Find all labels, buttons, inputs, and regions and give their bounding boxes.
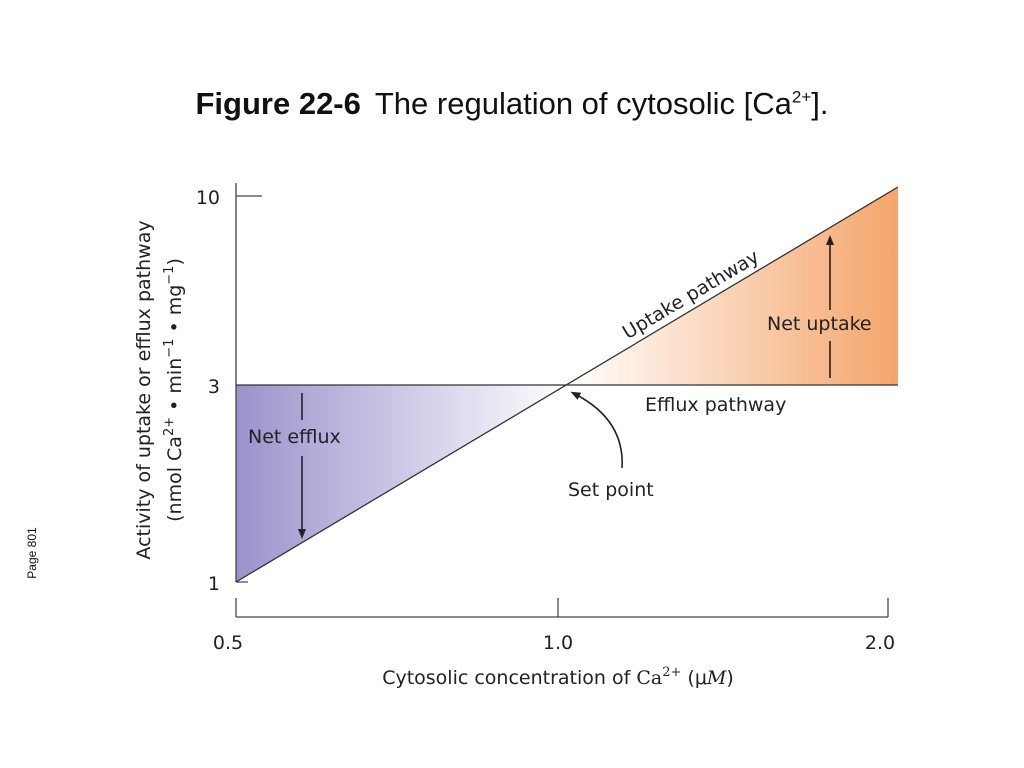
y-label2-mid: • min	[164, 358, 186, 417]
x-axis-label-unit-close: )	[726, 667, 733, 689]
y-axis-label-line2: (nmol Ca2+ • min−1 • mg−1)	[162, 258, 186, 522]
title-ion-charge: 2+	[791, 87, 812, 107]
title-ion-prefix: [Ca	[743, 86, 792, 121]
y-tick-label-3: 3	[208, 376, 220, 398]
y-label2-sup3: −1	[162, 266, 177, 285]
y-label2-suffix: )	[164, 258, 186, 265]
set-point-arrow	[570, 391, 623, 469]
efflux-pathway-label: Efflux pathway	[645, 394, 786, 416]
x-axis-label-ion: Ca	[636, 667, 662, 689]
y-label2-sup1: 2+	[162, 417, 177, 436]
x-axis-label-unit-open: (μ	[681, 667, 707, 689]
y-tick-label-1: 1	[208, 573, 220, 595]
y-label2-prefix: (nmol Ca	[164, 436, 186, 522]
x-axis-label-unit-m: M	[706, 667, 727, 689]
set-point-label: Set point	[568, 479, 654, 501]
x-axis-label: Cytosolic concentration of Ca2+ (μM)	[382, 665, 734, 689]
x-tick-label-0.5: 0.5	[213, 632, 243, 654]
x-axis-label-prefix: Cytosolic concentration of	[382, 667, 636, 689]
net-uptake-label: Net uptake	[767, 313, 872, 335]
uptake-pathway-line	[235, 186, 899, 583]
y-axis-label-line1: Activity of uptake or efflux pathway	[133, 220, 155, 559]
x-tick-label-2.0: 2.0	[865, 632, 895, 654]
y-label2-sup2: −1	[162, 339, 177, 358]
title-ion-suffix: ].	[811, 86, 829, 121]
net-efflux-label: Net efflux	[248, 426, 341, 448]
y-label2-mid2: • mg	[164, 285, 186, 339]
figure-number: Figure 22-6	[195, 86, 361, 121]
slide-title: Figure 22-6 The regulation of cytosolic […	[0, 86, 1024, 122]
title-text: The regulation of cytosolic	[374, 86, 736, 121]
x-tick-label-1.0: 1.0	[543, 632, 573, 654]
y-tick-label-10: 10	[196, 187, 220, 209]
x-axis-label-sup: 2+	[662, 665, 681, 680]
